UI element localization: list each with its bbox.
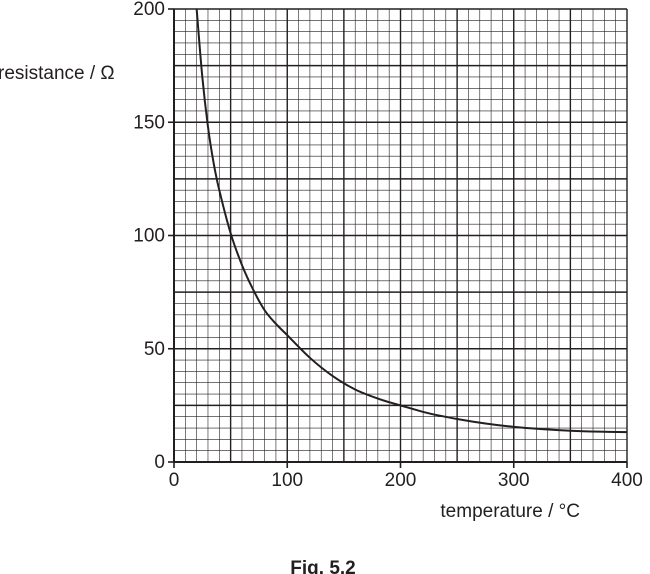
y-tick-labels: 0 50 100 150 200 [133, 0, 165, 473]
y-tick-label: 200 [133, 0, 165, 20]
y-tick-label: 100 [133, 226, 165, 247]
x-tick-label: 400 [611, 470, 643, 491]
x-axis-title: temperature / °C [440, 501, 580, 522]
x-tick-label: 200 [385, 470, 417, 491]
series-line [195, 8, 628, 434]
y-tick-label: 50 [144, 339, 165, 360]
y-axis-title: resistance / Ω [0, 63, 115, 84]
x-tick-labels: 0 100 200 300 400 [169, 470, 643, 491]
x-tick-label: 100 [271, 470, 303, 491]
series-group [195, 8, 628, 434]
figure-caption: Fig. 5.2 [290, 558, 355, 574]
x-tick-label: 300 [498, 470, 530, 491]
axes [168, 8, 628, 468]
x-tick-label: 0 [169, 470, 180, 491]
y-tick-label: 0 [154, 452, 165, 473]
y-tick-label: 150 [133, 112, 165, 133]
